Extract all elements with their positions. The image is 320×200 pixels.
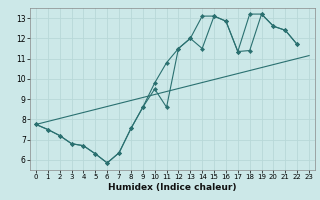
X-axis label: Humidex (Indice chaleur): Humidex (Indice chaleur) (108, 183, 237, 192)
